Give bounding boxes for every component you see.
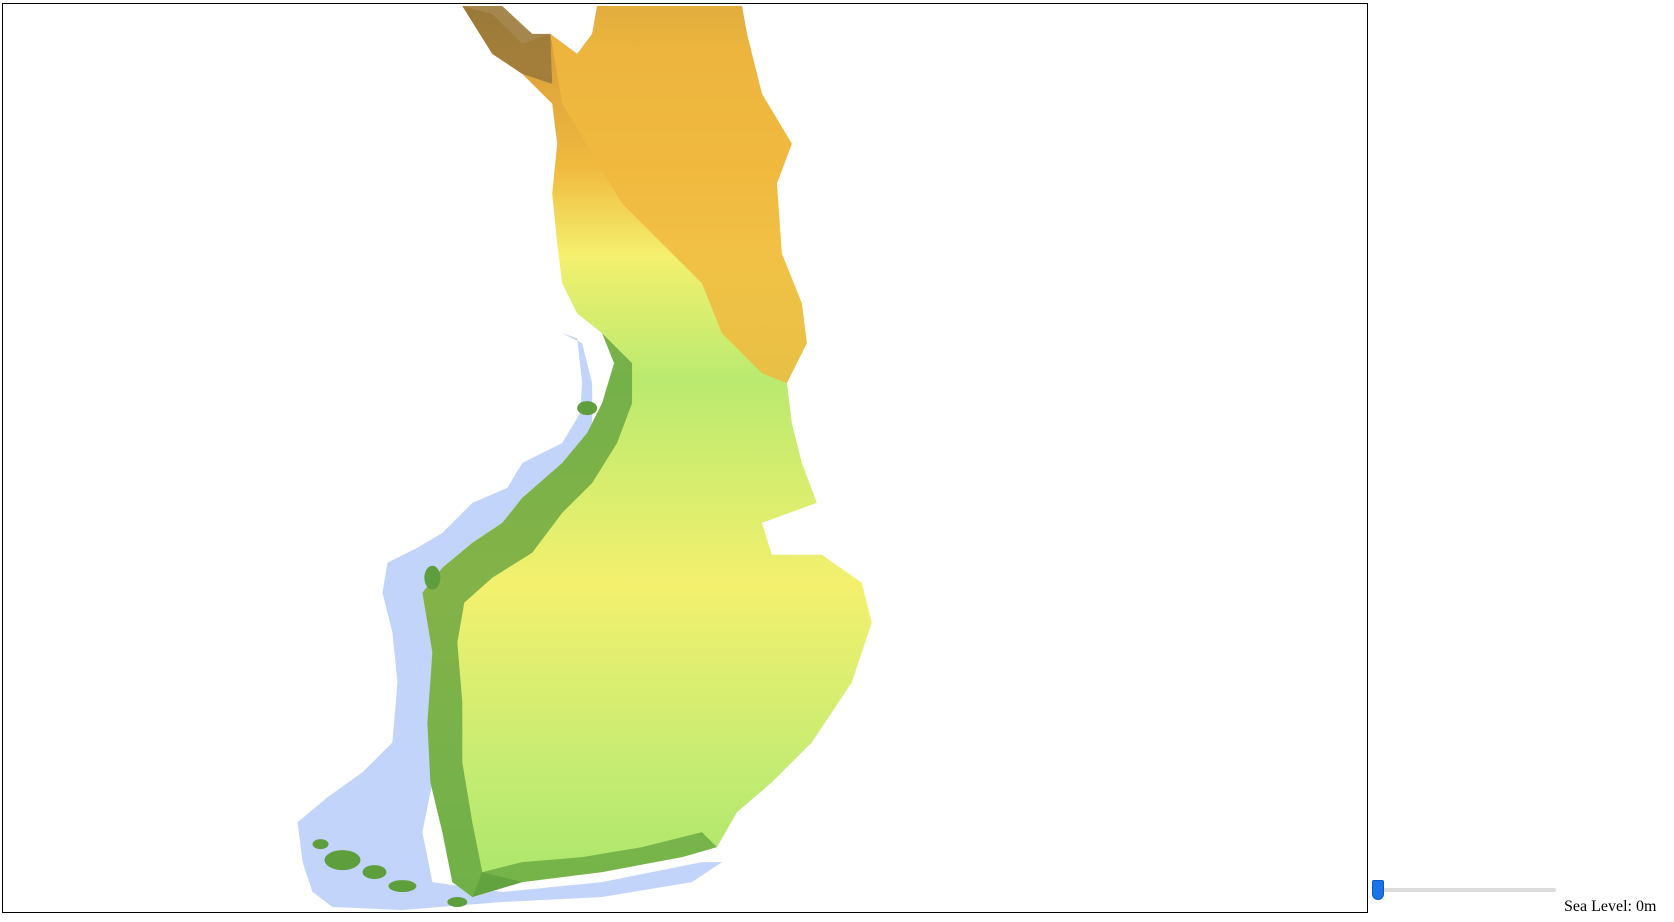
- northern-highlands: [550, 5, 807, 384]
- sea-level-label: Sea Level: 0m: [1564, 898, 1657, 915]
- southern-coast: [472, 832, 717, 898]
- finland-elevation-map[interactable]: [3, 4, 1367, 912]
- sea-level-control: Sea Level: 0m: [1372, 882, 1672, 918]
- sea-area: [297, 333, 722, 911]
- archipelago-islands: [312, 401, 598, 908]
- elevation-map[interactable]: [2, 3, 1368, 913]
- coastal-lowland: [422, 333, 633, 898]
- northwest-peaks: [462, 5, 553, 84]
- sea-level-slider[interactable]: [1372, 888, 1556, 892]
